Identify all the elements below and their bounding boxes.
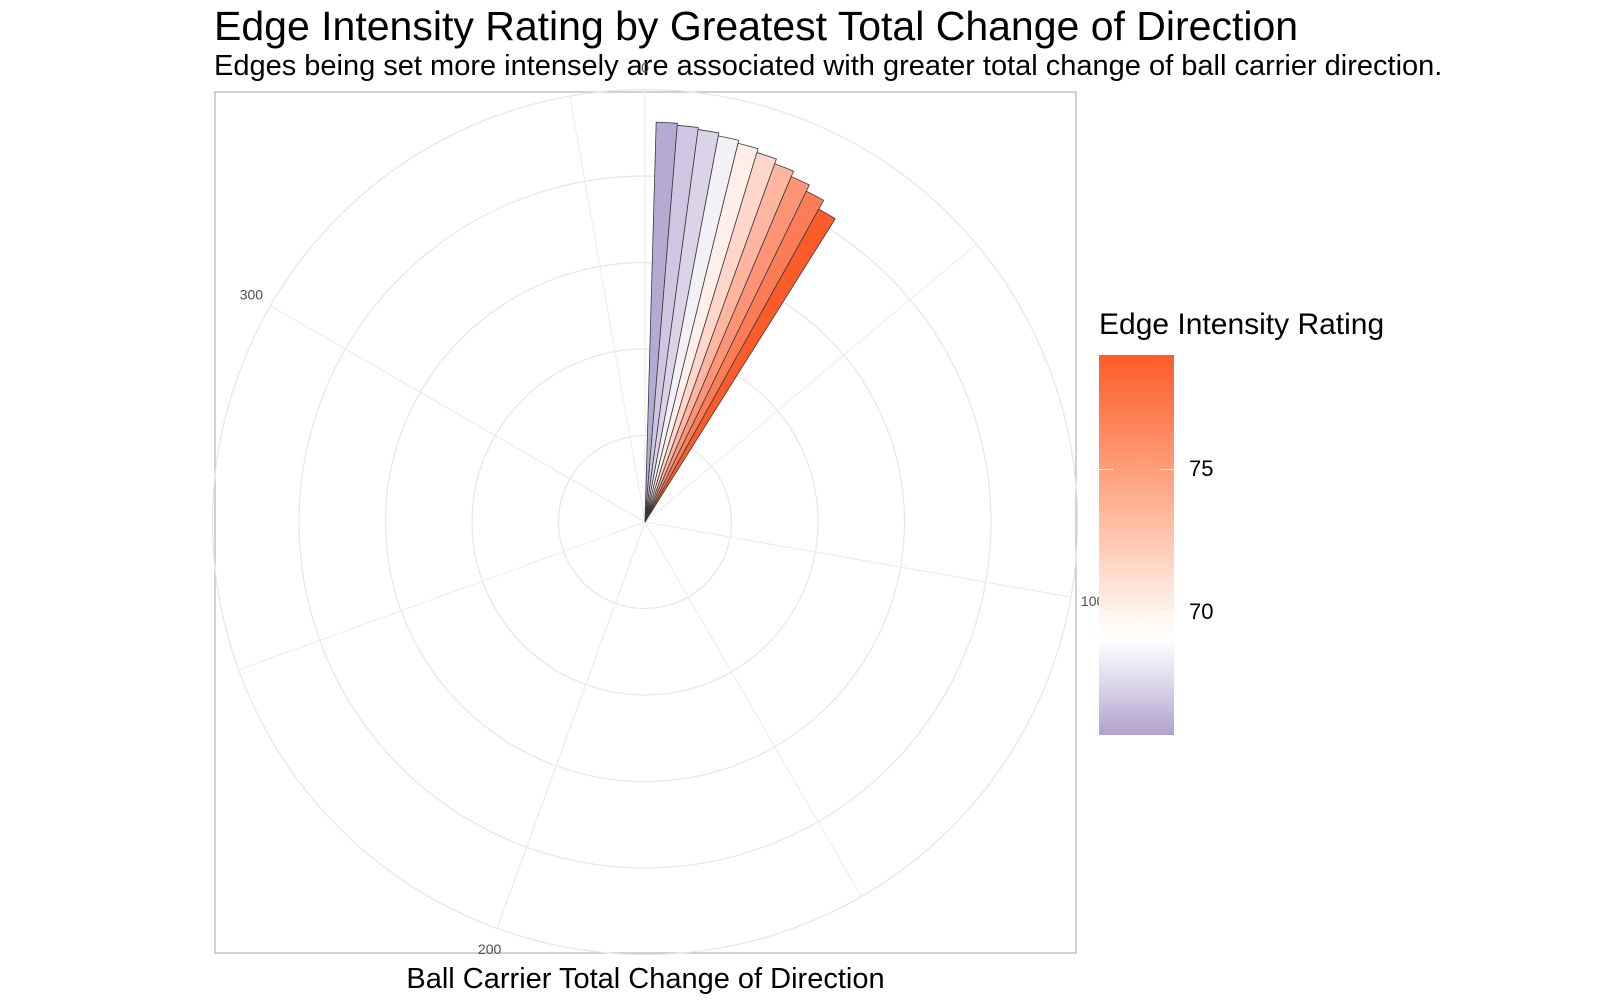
chart-title: Edge Intensity Rating by Greatest Total … xyxy=(214,3,1299,49)
legend-tick-label-70: 70 xyxy=(1189,599,1214,625)
grid-spoke-100 xyxy=(644,521,1072,598)
grid-spoke-300 xyxy=(270,305,646,523)
bar-8 xyxy=(644,176,810,523)
angle-tick-label-200: 200 xyxy=(478,941,502,957)
legend-title: Edge Intensity Rating xyxy=(1099,308,1385,341)
angle-ticks-layer: 0 100 200 300 xyxy=(240,60,1105,958)
legend-tick-right-75 xyxy=(1160,469,1174,471)
grid-spoke-150 xyxy=(644,521,862,897)
grid-spoke-350 xyxy=(569,95,646,523)
legend-tick-left-70 xyxy=(1099,612,1113,614)
angle-tick-label-0: 0 xyxy=(641,60,649,76)
grid-spoke-200 xyxy=(496,521,646,929)
angle-tick-label-300: 300 xyxy=(240,287,264,303)
grid-spoke-50 xyxy=(644,243,977,523)
legend-tick-left-75 xyxy=(1099,469,1113,471)
chart-subtitle: Edges being set more intensely are assoc… xyxy=(214,50,1443,82)
bars-layer xyxy=(644,121,836,523)
bar-9 xyxy=(644,190,825,523)
grid-layer xyxy=(211,88,1079,956)
bar-7 xyxy=(644,163,795,523)
angle-tick-label-100: 100 xyxy=(1081,593,1105,609)
bar-10 xyxy=(644,208,836,523)
legend-tick-label-75: 75 xyxy=(1189,456,1214,482)
legend-tick-right-70 xyxy=(1160,612,1174,614)
bar-6 xyxy=(644,152,777,523)
grid-spoke-250 xyxy=(238,521,646,671)
legend-colorbar xyxy=(1099,355,1174,735)
x-axis-label: Ball Carrier Total Change of Direction xyxy=(406,963,885,995)
